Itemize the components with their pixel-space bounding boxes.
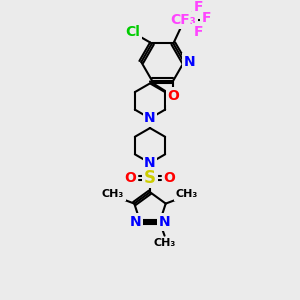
Text: F: F <box>194 0 203 14</box>
Text: O: O <box>164 171 175 184</box>
Text: CH₃: CH₃ <box>102 189 124 199</box>
Text: CF₃: CF₃ <box>170 13 196 27</box>
Text: O: O <box>124 171 136 184</box>
Text: O: O <box>167 89 179 103</box>
Text: N: N <box>144 156 156 170</box>
Text: N: N <box>144 111 156 125</box>
Text: F: F <box>202 11 211 25</box>
Text: CH₃: CH₃ <box>176 189 198 199</box>
Text: CH₃: CH₃ <box>153 238 176 248</box>
Text: N: N <box>184 55 196 69</box>
Text: F: F <box>194 25 203 39</box>
Text: Cl: Cl <box>125 25 140 39</box>
Text: N: N <box>159 215 170 229</box>
Text: S: S <box>144 169 156 187</box>
Text: N: N <box>130 215 141 229</box>
